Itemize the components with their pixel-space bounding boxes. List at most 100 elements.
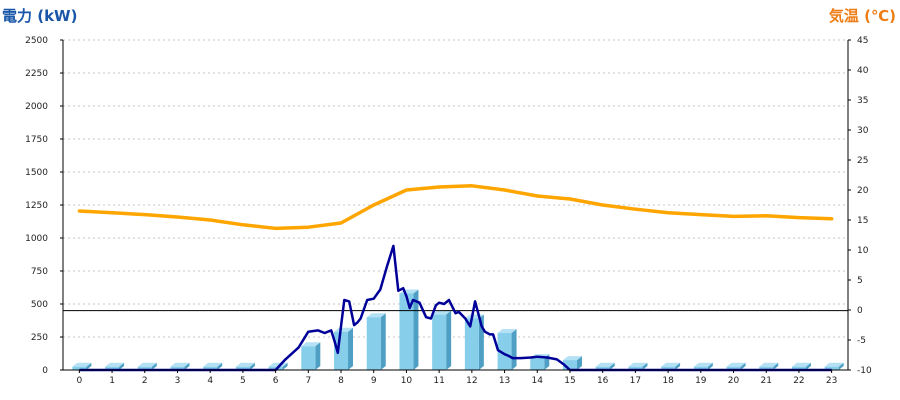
power-bar [497, 329, 517, 370]
x-tick-label: 13 [499, 376, 510, 386]
power-bar-top [432, 310, 452, 315]
power-bar [661, 362, 681, 370]
power-bar-face [203, 366, 218, 370]
x-tick-label: 12 [466, 376, 477, 386]
power-bar-top [72, 362, 92, 367]
power-bar-face [170, 366, 185, 370]
power-bar-top [693, 362, 713, 367]
power-bar-face [334, 331, 349, 370]
series-lines [63, 184, 848, 372]
power-bar-side [348, 327, 354, 370]
power-bar-face [693, 366, 708, 370]
grid-lines [63, 39, 848, 338]
power-bar-side [446, 310, 452, 370]
power-bar-top [791, 362, 811, 367]
power-bar [791, 362, 811, 370]
power-bar-face [235, 366, 250, 370]
left-tick-label: 2000 [25, 102, 48, 112]
power-bar-face [595, 366, 610, 370]
left-tick-label: 1000 [25, 234, 48, 244]
power-bar [432, 310, 452, 370]
power-bar [235, 362, 255, 370]
x-tick-label: 18 [662, 376, 674, 386]
right-tick-label: 30 [857, 126, 869, 136]
left-tick-label: 1250 [25, 201, 48, 211]
left-tick-label: 750 [31, 267, 48, 277]
power-bar-face [628, 366, 643, 370]
power-bar-side [707, 362, 713, 370]
power-bar-side [119, 362, 125, 370]
power-bar-side [282, 362, 288, 370]
x-tick-label: 0 [76, 376, 82, 386]
power-bar-top [726, 362, 746, 367]
power-bar [759, 362, 779, 370]
left-tick-label: 1750 [25, 135, 48, 145]
power-bar [203, 362, 223, 370]
power-bar-face [824, 366, 839, 370]
power-bar-top [824, 362, 844, 367]
power-bar-top [170, 362, 190, 367]
right-tick-label: -10 [857, 366, 872, 376]
power-bar-face [726, 366, 741, 370]
power-bar [105, 362, 125, 370]
power-bar [137, 362, 157, 370]
power-bar [170, 362, 190, 370]
x-axis-ticks: 0 1 2 3 4 5 6 7 8 9 10 11 12 13 14 15 16 17 18 19 20 21 22 23 [76, 376, 837, 386]
left-tick-label: 250 [31, 333, 48, 343]
power-bar [366, 313, 386, 370]
power-bar-face [791, 366, 806, 370]
power-bar-side [184, 362, 190, 370]
x-tick-label: 3 [175, 376, 181, 386]
power-bar-side [413, 289, 419, 370]
power-bar-top [203, 362, 223, 367]
power-bar-face [432, 314, 447, 370]
power-bar-face [366, 317, 381, 370]
power-bar-face [399, 293, 414, 370]
power-bar-face [137, 366, 152, 370]
power-bar-side [249, 362, 255, 370]
x-tick-label: 15 [564, 376, 575, 386]
left-axis-ticks: 0 250 500 750 1000 1250 1500 1750 2000 2250 2500 [25, 36, 48, 376]
power-line [79, 244, 832, 372]
x-tick-label: 11 [433, 376, 444, 386]
power-bar-side [773, 362, 779, 370]
power-bar-side [576, 356, 582, 370]
left-axis-title: 電力 (kW) [2, 7, 77, 25]
x-tick-label: 5 [240, 376, 246, 386]
x-tick-label: 17 [630, 376, 641, 386]
power-bar [726, 362, 746, 370]
x-tick-label: 10 [401, 376, 413, 386]
power-bar-side [86, 362, 92, 370]
power-bar-face [497, 333, 512, 370]
right-tick-label: 5 [857, 276, 863, 286]
power-bar-face [530, 358, 545, 370]
right-tick-label: 40 [857, 66, 869, 76]
power-bar-top [497, 329, 517, 334]
power-bar-top [137, 362, 157, 367]
x-tick-label: 20 [728, 376, 740, 386]
power-bar [628, 362, 648, 370]
power-bar-face [759, 366, 774, 370]
right-tick-label: 25 [857, 156, 868, 166]
power-bar-side [609, 362, 615, 370]
power-bar-top [301, 342, 321, 347]
left-tick-label: 2250 [25, 69, 48, 79]
x-tick-label: 16 [597, 376, 609, 386]
power-bar-side [151, 362, 157, 370]
left-tick-label: 500 [31, 300, 48, 310]
x-tick-label: 1 [109, 376, 115, 386]
x-tick-label: 21 [761, 376, 772, 386]
temperature-line [77, 184, 834, 231]
power-bar-top [759, 362, 779, 367]
x-tick-label: 23 [826, 376, 837, 386]
right-tick-label: 10 [857, 246, 869, 256]
x-tick-label: 8 [338, 376, 344, 386]
x-tick-label: 22 [793, 376, 804, 386]
axes [60, 39, 851, 373]
x-tick-label: 4 [207, 376, 213, 386]
right-tick-label: 20 [857, 186, 869, 196]
right-tick-label: 0 [857, 306, 863, 316]
power-bar [824, 362, 844, 370]
power-bar-top [661, 362, 681, 367]
power-bar-top [595, 362, 615, 367]
